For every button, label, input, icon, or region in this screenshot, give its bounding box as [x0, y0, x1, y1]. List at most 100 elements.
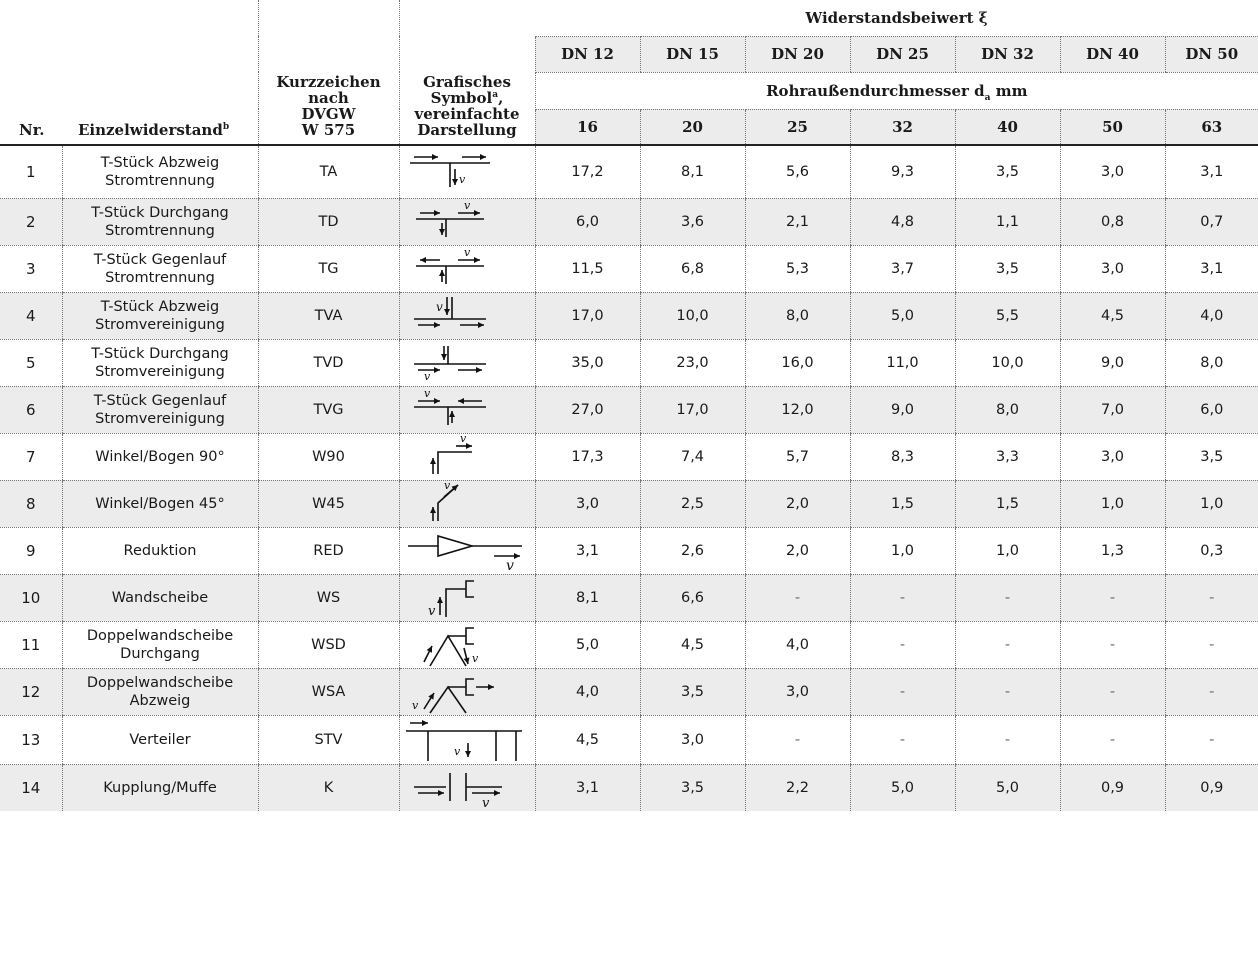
coefficient-cell: 8,1 [639, 145, 745, 199]
fitting-code: WSD [257, 621, 399, 669]
col-abbreviation-header: Kurzzeichen nach DVGW W 575 [257, 36, 399, 146]
coefficient-cell: 3,5 [639, 764, 745, 811]
tee-branch-separation-icon: v [410, 153, 490, 187]
coefficient-cell: - [954, 574, 1060, 622]
fitting-code: TG [257, 245, 399, 293]
fitting-name: T-Stück Gegenlauf Stromtrennung [61, 245, 258, 293]
tee-through-separation-icon: v [416, 199, 484, 237]
dn-header-4: DN 32 [954, 36, 1060, 73]
coefficient-cell: - [954, 621, 1060, 669]
row-number: 2 [0, 198, 62, 246]
coefficient-cell: - [849, 715, 955, 765]
coefficient-cell: 5,0 [849, 764, 955, 811]
coefficient-cell: 27,0 [534, 386, 640, 434]
fitting-symbol: v [398, 715, 535, 765]
fitting-symbol: v [398, 245, 535, 293]
coefficient-cell: 10,0 [954, 339, 1060, 387]
fitting-name: Kupplung/Muffe [61, 764, 258, 811]
svg-text:v: v [424, 370, 431, 383]
coefficient-cell: 0,3 [1164, 527, 1258, 575]
fitting-symbol: v [398, 668, 535, 716]
coefficient-cell: 1,5 [954, 480, 1060, 528]
coefficient-cell: 17,3 [534, 433, 640, 481]
coefficient-cell: 4,8 [849, 198, 955, 246]
coefficient-cell: 12,0 [744, 386, 850, 434]
da-header-1: 20 [639, 109, 745, 146]
dn-header-5: DN 40 [1059, 36, 1165, 73]
col-single-resistance-header: Einzelwiderstandb [62, 36, 258, 146]
coefficient-cell: 6,8 [639, 245, 745, 293]
coefficient-cell: 8,3 [849, 433, 955, 481]
svg-text:v: v [428, 604, 436, 619]
table-row: 2 T-Stück Durchgang Stromtrennung TD v 6,0 3,6… [0, 198, 1258, 246]
row-number: 7 [0, 433, 62, 481]
coefficient-cell: 5,0 [849, 292, 955, 340]
coefficient-cell: 17,2 [534, 145, 640, 199]
coefficient-cell: 4,0 [534, 668, 640, 716]
coefficient-cell: - [954, 715, 1060, 765]
fitting-symbol: v [398, 339, 535, 387]
fitting-code: TA [257, 145, 399, 199]
wall-plate-icon: v [428, 579, 474, 619]
fitting-name: Wandscheibe [61, 574, 258, 622]
coefficient-cell: - [1164, 574, 1258, 622]
coefficient-cell: 5,0 [954, 764, 1060, 811]
coefficient-cell: 2,0 [744, 480, 850, 528]
svg-text:v: v [454, 745, 461, 758]
fitting-code: WSA [257, 668, 399, 716]
dn-header-1: DN 15 [639, 36, 745, 73]
coefficient-cell: 6,6 [639, 574, 745, 622]
coefficient-cell: - [1059, 621, 1165, 669]
fitting-symbol: v [398, 527, 535, 575]
svg-text:v: v [506, 558, 514, 574]
coefficient-cell: - [744, 715, 850, 765]
row-number: 6 [0, 386, 62, 434]
fitting-name: Doppelwandscheibe Durchgang [61, 621, 258, 669]
coefficient-cell: - [1059, 715, 1165, 765]
coefficient-cell: 4,5 [639, 621, 745, 669]
table-row: 11 Doppelwandscheibe Durchgang WSD v 5,0 4,5 4,… [0, 621, 1258, 669]
table-row: 9 Reduktion RED v 3,1 2,6 2,0 1,0 1,0 1,3 0,3 [0, 527, 1258, 575]
coefficient-cell: 0,9 [1059, 764, 1165, 811]
coefficient-cell: - [849, 574, 955, 622]
coefficient-cell: 9,0 [1059, 339, 1165, 387]
reducer-icon: v [408, 534, 522, 574]
table-row: 5 T-Stück Durchgang Stromvereinigung TVD v 35… [0, 339, 1258, 387]
coefficient-cell: 3,6 [639, 198, 745, 246]
da-header-3: 32 [849, 109, 955, 146]
coefficient-cell: 1,5 [849, 480, 955, 528]
coefficient-cell: 0,8 [1059, 198, 1165, 246]
row-number: 14 [21, 778, 41, 797]
svg-text:v: v [412, 699, 419, 712]
coefficient-cell: - [849, 668, 955, 716]
fitting-code: STV [257, 715, 399, 765]
manifold-icon: v [406, 719, 522, 761]
coefficient-cell: 3,7 [849, 245, 955, 293]
elbow-45-icon: v [430, 481, 459, 521]
double-wall-plate-through-icon: v [423, 626, 479, 666]
fitting-code: TD [257, 198, 399, 246]
tee-counter-merge-icon: v [414, 387, 486, 425]
coefficient-cell: 3,1 [534, 527, 640, 575]
coefficient-cell: - [1164, 668, 1258, 716]
da-header-5: 50 [1059, 109, 1165, 146]
elbow-90-icon: v [430, 434, 472, 474]
table-row: 4 T-Stück Abzweig Stromvereinigung TVA v 17,0… [0, 292, 1258, 340]
row-number: 10 [0, 574, 62, 622]
coefficient-cell: 3,3 [954, 433, 1060, 481]
coefficient-cell: 8,0 [744, 292, 850, 340]
row-number: 5 [0, 339, 62, 387]
coefficient-cell: 9,3 [849, 145, 955, 199]
fitting-name: T-Stück Durchgang Stromtrennung [61, 198, 258, 246]
coefficient-cell: 35,0 [534, 339, 640, 387]
coefficient-cell: 1,0 [1059, 480, 1165, 528]
svg-text:v: v [464, 199, 471, 212]
coefficient-cell: 5,7 [744, 433, 850, 481]
coefficient-cell: 3,1 [1164, 245, 1258, 293]
coefficient-cell: 8,0 [1164, 339, 1258, 387]
row-number: 8 [0, 480, 62, 528]
coefficient-cell: 3,0 [1059, 245, 1165, 293]
coefficient-group-title: Widerstandsbeiwert ξ [535, 0, 1258, 37]
fitting-name: Reduktion [61, 527, 258, 575]
coefficient-cell: 1,0 [954, 527, 1060, 575]
